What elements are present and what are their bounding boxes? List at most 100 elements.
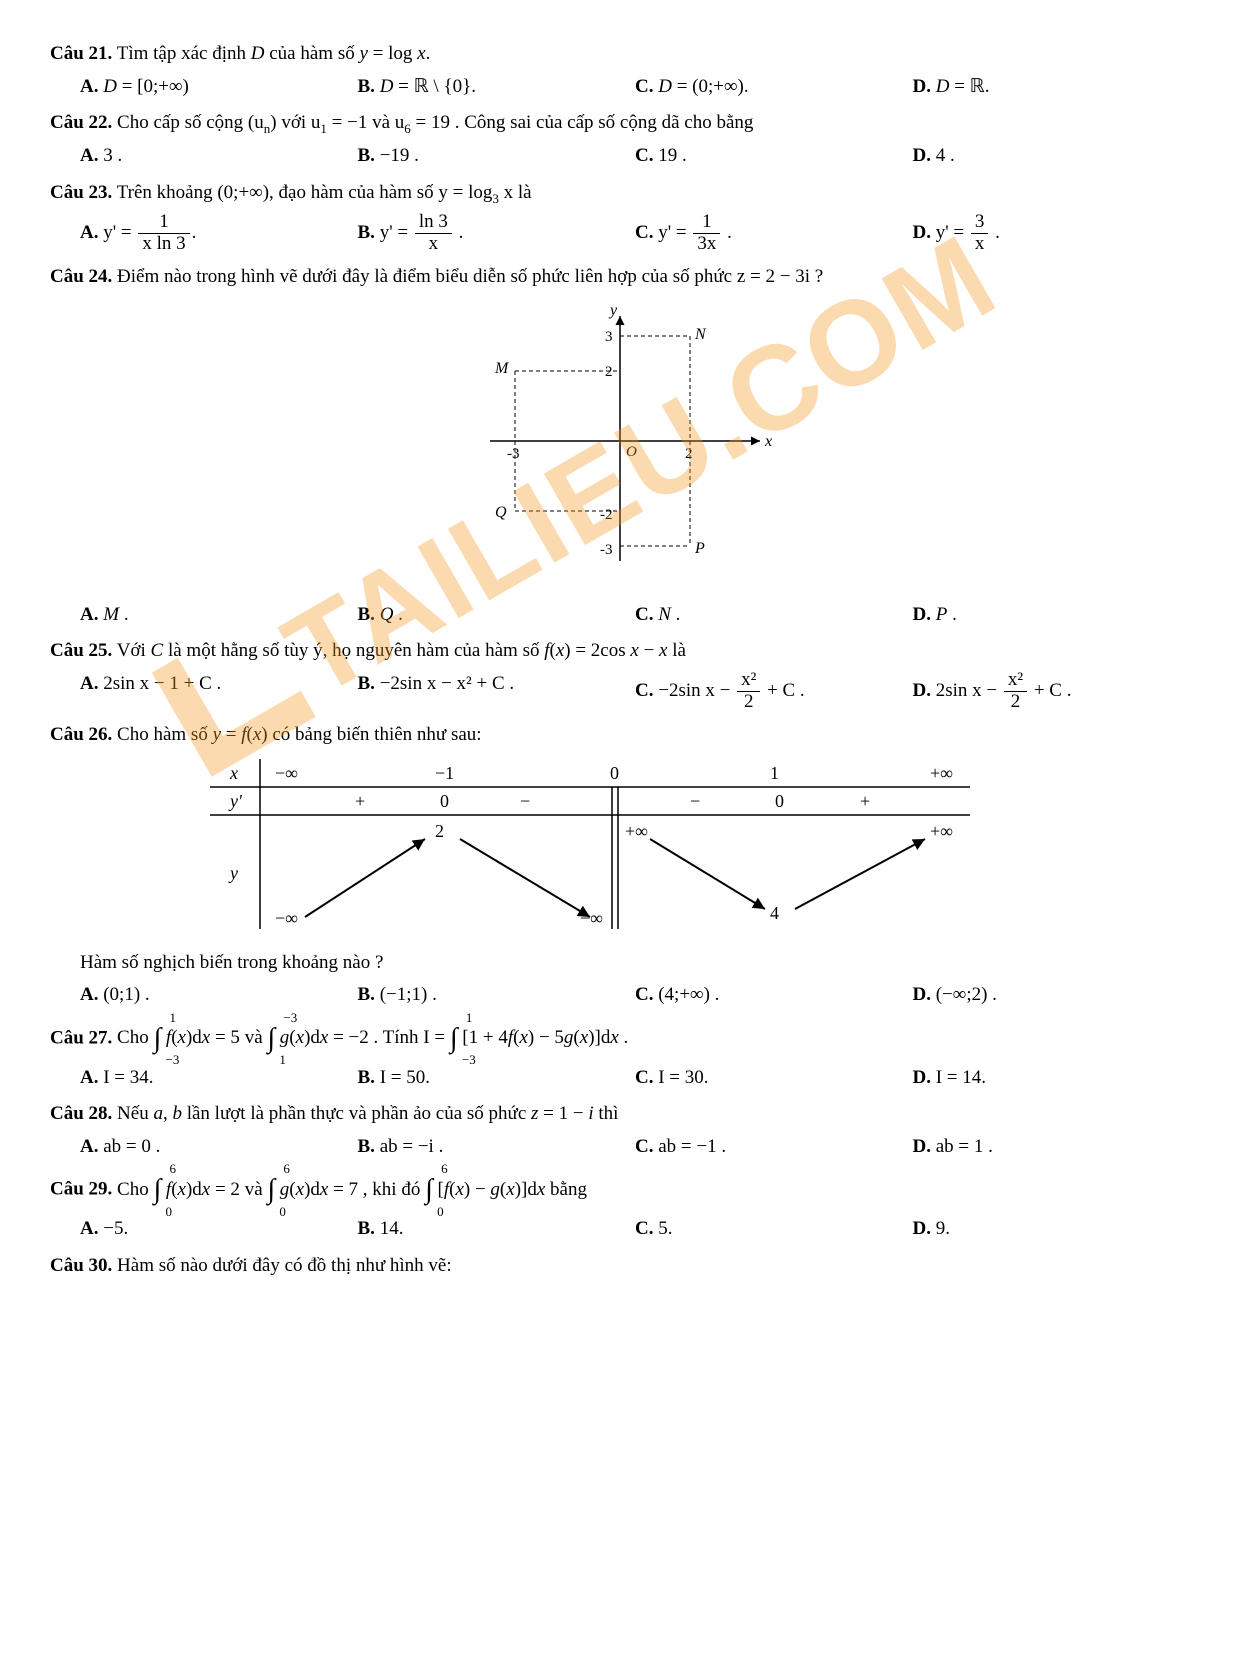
svg-text:−∞: −∞ — [275, 908, 298, 928]
q24-diagram: x y O 3 2 -2 -3 -3 2 N M Q — [50, 301, 1190, 591]
q21-opt-C: C. D = (0;+∞). — [635, 73, 913, 102]
question-23: Câu 23. Trên khoảng (0;+∞), đạo hàm của … — [50, 179, 1190, 255]
coord-plane-svg: x y O 3 2 -2 -3 -3 2 N M Q — [460, 301, 780, 581]
q27-options: A. I = 34. B. I = 50. C. I = 30. D. I = … — [80, 1064, 1190, 1093]
q29-opt-A: A. −5. — [80, 1215, 358, 1244]
q30-text: Hàm số nào dưới đây có đồ thị như hình v… — [117, 1255, 452, 1276]
question-24: Câu 24. Điểm nào trong hình vẽ dưới đây … — [50, 263, 1190, 630]
q26-variation-table: x y' y −∞ −1 0 1 +∞ + 0 − − 0 + 2 −∞ −∞ … — [210, 759, 1190, 939]
q21-opt-A: A. D = [0;+∞) — [80, 73, 358, 102]
q28-opt-C: C. ab = −1 . — [635, 1133, 913, 1162]
q23-label: Câu 23. — [50, 182, 112, 203]
q23-options: A. y' = 1x ln 3. B. y' = ln 3x . C. y' =… — [80, 212, 1190, 255]
q25-text: Với C là một hằng số tùy ý, họ nguyên hà… — [117, 640, 686, 661]
q25-opt-D: D. 2sin x − x²2 + C . — [913, 670, 1191, 713]
q22-opt-C: C. 19 . — [635, 142, 913, 171]
svg-text:0: 0 — [610, 763, 619, 783]
q26-text: Cho hàm số y = f(x) có bảng biến thiên n… — [117, 724, 482, 745]
question-28: Câu 28. Nếu a, b lần lượt là phần thực v… — [50, 1100, 1190, 1161]
q26-opt-D: D. (−∞;2) . — [913, 981, 1191, 1010]
svg-text:1: 1 — [770, 763, 779, 783]
question-22: Câu 22. Cho cấp số cộng (un) với u1 = −1… — [50, 109, 1190, 171]
question-29: Câu 29. Cho ∫60 f(x)dx = 2 và ∫60 g(x)dx… — [50, 1169, 1190, 1244]
svg-text:3: 3 — [605, 329, 613, 345]
q21-opt-D: D. D = ℝ. — [913, 73, 1191, 102]
q29-opt-B: B. 14. — [358, 1215, 636, 1244]
q25-label: Câu 25. — [50, 640, 112, 661]
q27-label: Câu 27. — [50, 1027, 112, 1048]
q27-opt-B: B. I = 50. — [358, 1064, 636, 1093]
q22-opt-A: A. 3 . — [80, 142, 358, 171]
q24-opt-D: D. P . — [913, 601, 1191, 630]
q23-text: Trên khoảng (0;+∞), đạo hàm của hàm số y… — [117, 182, 532, 203]
q27-opt-D: D. I = 14. — [913, 1064, 1191, 1093]
q27-text: Cho ∫1−3 f(x)dx = 5 và ∫−31 g(x)dx = −2 … — [117, 1027, 628, 1048]
q28-label: Câu 28. — [50, 1103, 112, 1124]
svg-text:y': y' — [228, 791, 243, 811]
q23-opt-D: D. y' = 3x . — [913, 212, 1191, 255]
svg-text:−1: −1 — [435, 763, 454, 783]
q26-label: Câu 26. — [50, 724, 112, 745]
q25-opt-C: C. −2sin x − x²2 + C . — [635, 670, 913, 713]
q21-opt-B: B. D = ℝ \ {0}. — [358, 73, 636, 102]
q23-opt-B: B. y' = ln 3x . — [358, 212, 636, 255]
q29-text: Cho ∫60 f(x)dx = 2 và ∫60 g(x)dx = 7 , k… — [117, 1179, 587, 1200]
q28-text: Nếu a, b lần lượt là phần thực và phần ả… — [117, 1103, 618, 1124]
svg-text:−∞: −∞ — [275, 763, 298, 783]
q21-label: Câu 21. — [50, 43, 112, 64]
q26-subtext: Hàm số nghịch biến trong khoảng nào ? — [80, 949, 1190, 978]
q27-opt-C: C. I = 30. — [635, 1064, 913, 1093]
svg-text:+∞: +∞ — [930, 821, 953, 841]
q28-opt-A: A. ab = 0 . — [80, 1133, 358, 1162]
svg-text:2: 2 — [605, 364, 613, 380]
q25-options: A. 2sin x − 1 + C . B. −2sin x − x² + C … — [80, 670, 1190, 713]
question-25: Câu 25. Với C là một hằng số tùy ý, họ n… — [50, 637, 1190, 712]
question-27: Câu 27. Cho ∫1−3 f(x)dx = 5 và ∫−31 g(x)… — [50, 1018, 1190, 1093]
svg-text:+: + — [860, 791, 870, 811]
q22-text: Cho cấp số cộng (un) với u1 = −1 và u6 =… — [117, 112, 753, 133]
question-30: Câu 30. Hàm số nào dưới đây có đồ thị nh… — [50, 1252, 1190, 1281]
q29-opt-C: C. 5. — [635, 1215, 913, 1244]
svg-text:P: P — [694, 540, 705, 557]
q24-opt-C: C. N . — [635, 601, 913, 630]
svg-text:x: x — [764, 433, 772, 450]
variation-table-svg: x y' y −∞ −1 0 1 +∞ + 0 − − 0 + 2 −∞ −∞ … — [210, 759, 970, 929]
q23-opt-C: C. y' = 13x . — [635, 212, 913, 255]
q29-options: A. −5. B. 14. C. 5. D. 9. — [80, 1215, 1190, 1244]
q27-opt-A: A. I = 34. — [80, 1064, 358, 1093]
svg-text:2: 2 — [435, 821, 444, 841]
q25-opt-B: B. −2sin x − x² + C . — [358, 670, 636, 713]
q28-opt-B: B. ab = −i . — [358, 1133, 636, 1162]
question-21: Câu 21. Tìm tập xác định D của hàm số y … — [50, 40, 1190, 101]
svg-text:−∞: −∞ — [580, 908, 603, 928]
q24-options: A. M . B. Q . C. N . D. P . — [80, 601, 1190, 630]
svg-text:-3: -3 — [600, 542, 613, 558]
svg-text:4: 4 — [770, 903, 779, 923]
svg-text:-2: -2 — [600, 507, 613, 523]
q24-text: Điểm nào trong hình vẽ dưới đây là điểm … — [117, 266, 823, 287]
svg-text:+∞: +∞ — [930, 763, 953, 783]
q21-options: A. D = [0;+∞) B. D = ℝ \ {0}. C. D = (0;… — [80, 73, 1190, 102]
q28-opt-D: D. ab = 1 . — [913, 1133, 1191, 1162]
q24-opt-A: A. M . — [80, 601, 358, 630]
q26-opt-B: B. (−1;1) . — [358, 981, 636, 1010]
svg-text:y: y — [228, 863, 238, 883]
q23-opt-A: A. y' = 1x ln 3. — [80, 212, 358, 255]
svg-text:+∞: +∞ — [625, 821, 648, 841]
svg-text:−: − — [690, 791, 700, 811]
svg-text:M: M — [494, 360, 510, 377]
q26-options: A. (0;1) . B. (−1;1) . C. (4;+∞) . D. (−… — [80, 981, 1190, 1010]
svg-text:2: 2 — [685, 446, 693, 462]
q22-opt-B: B. −19 . — [358, 142, 636, 171]
svg-text:0: 0 — [440, 791, 449, 811]
svg-text:-3: -3 — [507, 446, 520, 462]
q26-opt-A: A. (0;1) . — [80, 981, 358, 1010]
q22-options: A. 3 . B. −19 . C. 19 . D. 4 . — [80, 142, 1190, 171]
svg-text:y: y — [608, 302, 618, 319]
q22-opt-D: D. 4 . — [913, 142, 1191, 171]
q21-text: Tìm tập xác định D của hàm số y = log x. — [117, 43, 431, 64]
q24-opt-B: B. Q . — [358, 601, 636, 630]
svg-text:x: x — [229, 763, 238, 783]
q29-opt-D: D. 9. — [913, 1215, 1191, 1244]
svg-text:−: − — [520, 791, 530, 811]
